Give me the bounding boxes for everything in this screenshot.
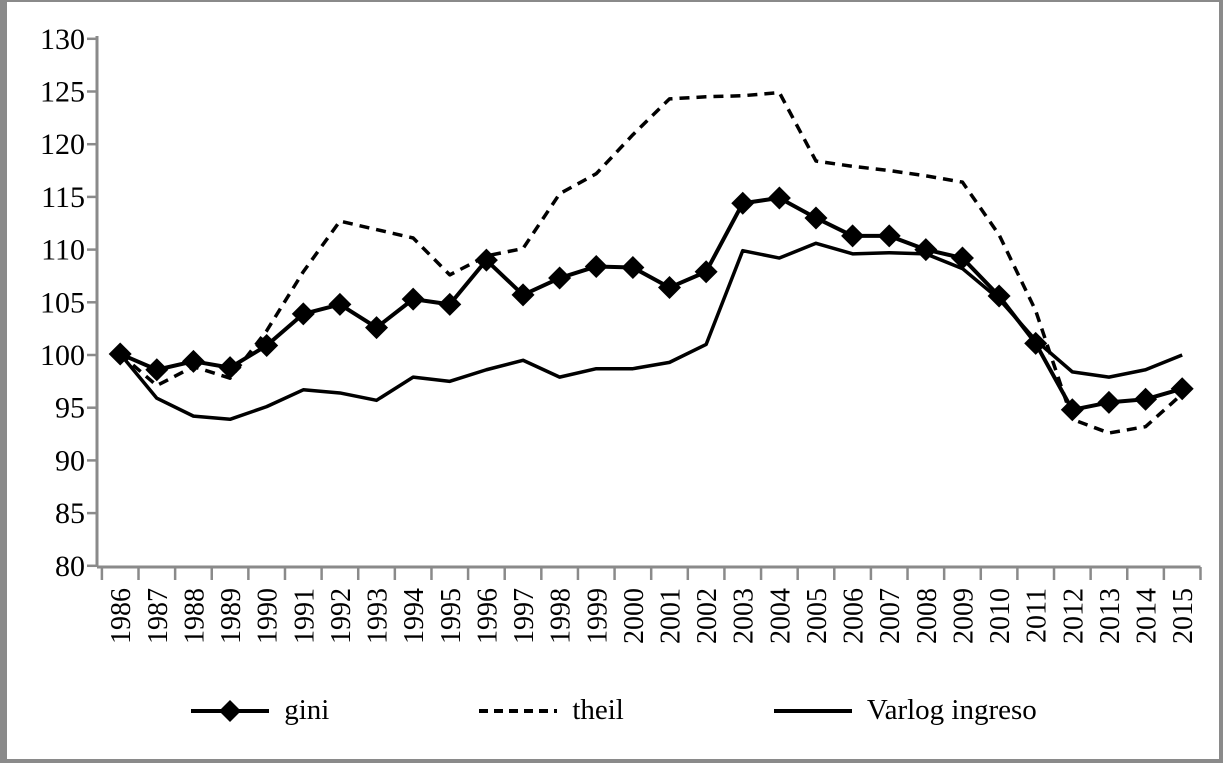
x-axis-label: 1989 xyxy=(216,588,247,644)
legend-item-varlog-ingreso: Varlog ingreso xyxy=(772,696,1037,725)
y-axis-label: 105 xyxy=(40,286,85,319)
y-axis-label: 80 xyxy=(55,550,85,583)
gini-diamond-marker xyxy=(328,292,352,316)
x-axis-label: 2005 xyxy=(802,588,833,644)
x-axis-label: 2008 xyxy=(912,588,943,644)
gini-diamond-marker xyxy=(1024,331,1048,355)
x-axis-label: 2010 xyxy=(985,588,1016,644)
y-axis-label: 115 xyxy=(41,181,85,214)
gini-diamond-marker xyxy=(950,246,974,270)
x-axis-label: 1991 xyxy=(289,588,320,644)
gini-diamond-marker xyxy=(1170,377,1194,401)
x-axis-label: 2009 xyxy=(948,588,979,644)
gini-diamond-marker xyxy=(1134,387,1158,411)
x-axis-label: 2007 xyxy=(875,588,906,644)
legend-label-gini: gini xyxy=(284,694,330,726)
x-axis-label: 2000 xyxy=(619,588,650,644)
gini-diamond-marker xyxy=(694,260,718,284)
x-axis-label: 1999 xyxy=(582,588,613,644)
gini-diamond-marker xyxy=(987,284,1011,308)
x-axis-label: 2004 xyxy=(765,588,796,644)
dashed-line-icon xyxy=(479,708,558,713)
gini-diamond-marker xyxy=(877,224,901,248)
x-axis-label: 1995 xyxy=(436,588,467,644)
y-axis-label: 120 xyxy=(40,128,85,161)
gini-diamond-marker xyxy=(145,358,169,382)
gini-diamond-marker xyxy=(218,356,242,380)
y-axis-label: 130 xyxy=(40,23,85,56)
gini-diamond-marker xyxy=(1060,398,1084,422)
gini-diamond-marker xyxy=(767,186,791,210)
series-line-gini xyxy=(119,195,1183,412)
x-axis-label: 2012 xyxy=(1058,588,1089,644)
y-axis-label: 110 xyxy=(41,234,85,267)
x-axis-label: 1992 xyxy=(326,588,357,644)
x-axis-label: 2003 xyxy=(729,588,760,644)
gini-diamond-marker xyxy=(621,256,645,280)
x-axis-label: 2014 xyxy=(1132,588,1163,644)
x-axis-label: 1997 xyxy=(509,588,540,644)
gini-diamond-marker xyxy=(658,276,681,300)
x-axis-label: 1996 xyxy=(472,588,503,644)
gini-diamond-marker xyxy=(401,287,425,311)
y-axis-label: 125 xyxy=(40,76,85,109)
gini-diamond-marker xyxy=(804,206,828,230)
gini-diamond-marker xyxy=(474,248,498,272)
legend-label-theil: theil xyxy=(572,694,624,726)
x-axis-label: 2015 xyxy=(1168,588,1199,644)
gini-diamond-marker xyxy=(1097,390,1121,414)
gini-diamond-marker xyxy=(731,191,755,215)
series-line-theil xyxy=(119,90,1184,435)
x-axis-label: 1994 xyxy=(399,588,430,644)
gini-diamond-marker xyxy=(291,302,315,326)
gini-diamond-marker xyxy=(548,266,572,290)
x-axis-label: 2013 xyxy=(1095,588,1126,644)
y-axis-label: 95 xyxy=(55,392,85,425)
gini-diamond-marker xyxy=(584,254,608,278)
gini-diamond-marker xyxy=(438,292,462,316)
x-axis-label: 1987 xyxy=(143,588,174,644)
x-axis-label: 2001 xyxy=(656,588,687,644)
gini-diamond-marker xyxy=(181,349,205,373)
gini-diamond-marker xyxy=(914,238,938,262)
y-axis-label: 90 xyxy=(55,444,85,477)
x-axis-label: 2002 xyxy=(692,588,723,644)
legend-item-gini: gini xyxy=(189,696,329,725)
series-line-varlog-ingreso xyxy=(118,241,1183,422)
x-axis-label: 2006 xyxy=(839,588,870,644)
x-axis-label: 1986 xyxy=(106,588,137,644)
gini-diamond-marker xyxy=(365,316,389,340)
y-axis-label: 100 xyxy=(40,339,85,372)
legend-label-varlog-ingreso: Varlog ingreso xyxy=(866,694,1037,726)
solid-line-icon xyxy=(773,708,852,713)
gini-diamond-marker xyxy=(841,224,865,248)
x-axis-label: 1993 xyxy=(363,588,394,644)
x-axis-label: 1998 xyxy=(546,588,577,644)
legend-item-theil: theil xyxy=(477,696,624,725)
gini-diamond-marker xyxy=(255,334,279,358)
chart-legend: gini theil Varlog ingreso xyxy=(7,696,1219,725)
gini-diamond-marker xyxy=(108,342,132,366)
gini-line-diamond-icon xyxy=(191,699,270,722)
x-axis-label: 1988 xyxy=(179,588,210,644)
x-axis-label: 2011 xyxy=(1022,588,1053,643)
y-axis-label: 85 xyxy=(55,497,85,530)
gini-diamond-marker xyxy=(511,283,535,307)
x-axis-label: 1990 xyxy=(253,588,284,644)
